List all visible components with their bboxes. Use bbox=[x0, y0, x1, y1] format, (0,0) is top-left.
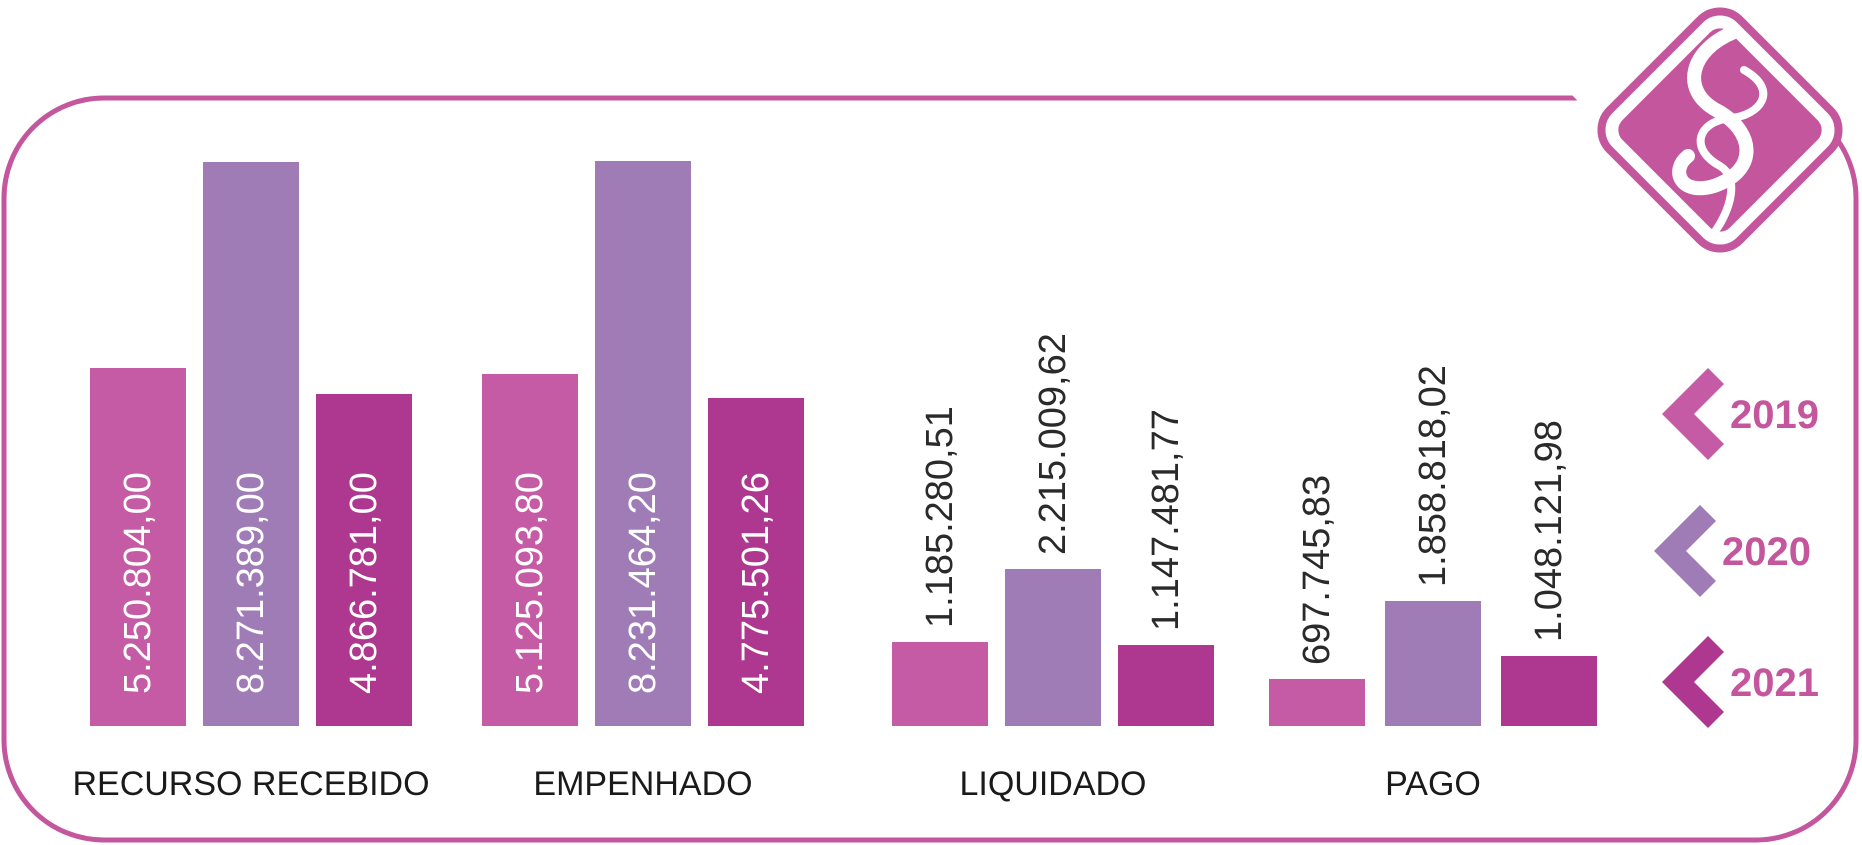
data-label-2020-3: 2.215.009,62 bbox=[1032, 333, 1074, 555]
bar-2019-4 bbox=[1269, 679, 1365, 726]
bars-layer bbox=[90, 161, 1597, 726]
diamond-s-logo-icon bbox=[1522, 0, 1862, 253]
bar-2020-1 bbox=[203, 162, 299, 726]
data-label-2021-3: 1.147.481,77 bbox=[1145, 409, 1187, 631]
data-label-2021-1: 4.866.781,00 bbox=[343, 472, 385, 694]
chart-frame bbox=[1, 95, 1859, 843]
data-label-2021-2: 4.775.501,26 bbox=[735, 472, 777, 694]
legend-chevron-icon-2021 bbox=[1662, 636, 1724, 728]
category-label-4: PAGO bbox=[1385, 765, 1481, 803]
category-label-3: LIQUIDADO bbox=[959, 765, 1146, 803]
bar-2020-3 bbox=[1005, 569, 1101, 726]
legend-label-2020: 2020 bbox=[1722, 530, 1811, 574]
data-label-2019-3: 1.185.280,51 bbox=[919, 406, 961, 628]
data-label-2019-1: 5.250.804,00 bbox=[117, 472, 159, 694]
bar-2021-3 bbox=[1118, 645, 1214, 726]
data-label-2019-2: 5.125.093,80 bbox=[509, 472, 551, 694]
bar-2020-2 bbox=[595, 161, 691, 726]
labels-layer: 5.250.804,00 8.271.389,00 4.866.781,00 RECU… bbox=[72, 333, 1570, 803]
bar-2021-1 bbox=[316, 394, 412, 726]
bar-2020-4 bbox=[1385, 601, 1481, 726]
bar-2019-1 bbox=[90, 368, 186, 726]
bar-2019-3 bbox=[892, 642, 988, 726]
data-label-2020-4: 1.858.818,02 bbox=[1412, 365, 1454, 587]
legend: 2019 2020 2021 bbox=[1654, 368, 1819, 728]
bar-2019-2 bbox=[482, 374, 578, 726]
category-label-1: RECURSO RECEBIDO bbox=[72, 765, 429, 803]
legend-chevron-icon-2019 bbox=[1662, 368, 1724, 460]
legend-label-2019: 2019 bbox=[1730, 393, 1819, 437]
data-label-2020-2: 8.231.464,20 bbox=[622, 472, 664, 694]
legend-chevron-icon-2020 bbox=[1654, 505, 1716, 597]
bar-2021-2 bbox=[708, 398, 804, 726]
bar-2021-4 bbox=[1501, 656, 1597, 726]
category-label-2: EMPENHADO bbox=[533, 765, 752, 803]
legend-label-2021: 2021 bbox=[1730, 661, 1819, 705]
data-label-2020-1: 8.271.389,00 bbox=[230, 472, 272, 694]
data-label-2019-4: 697.745,83 bbox=[1296, 475, 1338, 665]
data-label-2021-4: 1.048.121,98 bbox=[1528, 420, 1570, 642]
